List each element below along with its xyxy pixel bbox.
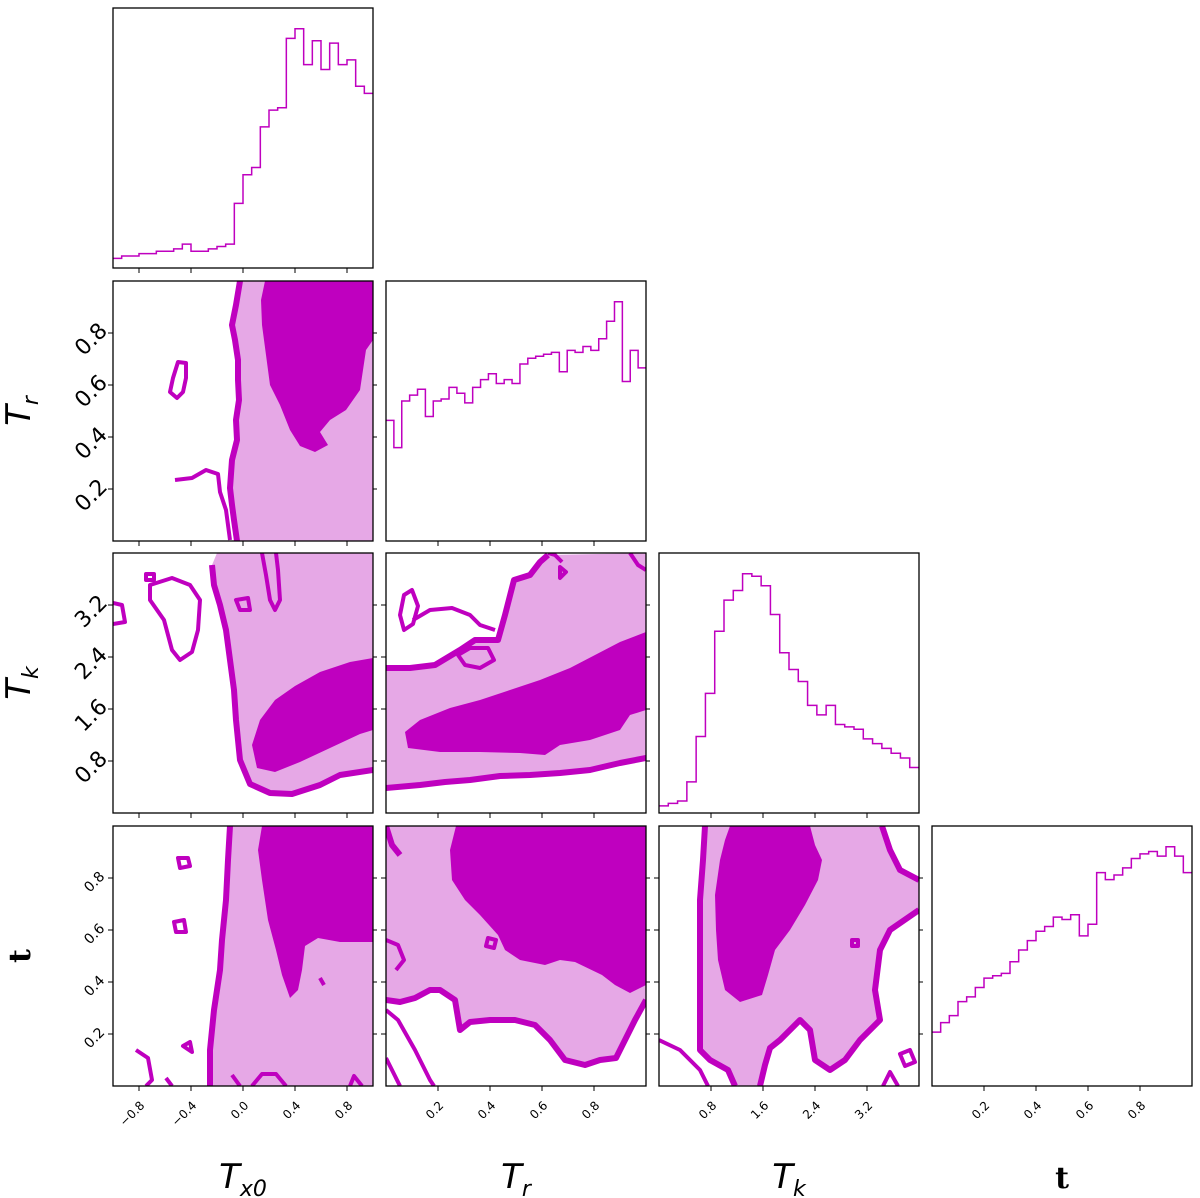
y-tick-label-Tk: 3.2 <box>70 591 112 633</box>
x-tick-label-Tr: 0.2 <box>423 1098 446 1121</box>
y-tick-label-Tk: 1.6 <box>70 695 112 737</box>
panel-frame-1-1 <box>385 280 647 542</box>
contour-panel-t-tr <box>386 826 646 1086</box>
panel-frame-3-1 <box>385 825 647 1087</box>
panel-frame-2-2 <box>658 552 920 814</box>
histogram-Tr <box>386 301 646 449</box>
y-axis-label-Tk: Tk <box>0 665 44 700</box>
y-tick-label-Tr: 0.2 <box>70 475 112 517</box>
x-tick-label-Tr: 0.4 <box>475 1098 498 1121</box>
histogram-Tx0 <box>113 28 373 260</box>
y-tick-label-Tr: 0.8 <box>70 319 112 361</box>
contour-inner-t-tx0 <box>258 826 373 998</box>
y-axis-label-t: t <box>3 949 38 963</box>
panel-frame-2-1 <box>385 552 647 814</box>
contour-inner-t-tk <box>715 826 822 1002</box>
contour-inner-tr-tx0 <box>261 281 373 452</box>
x-tick-label-Tr: 0.8 <box>579 1098 602 1121</box>
y-tick-label-Tk: 2.4 <box>70 643 112 685</box>
contour-panel-tr-tx0 <box>168 281 373 541</box>
x-tick-label-Tk: 2.4 <box>800 1098 823 1121</box>
y-tick-label-Tr: 0.6 <box>70 371 112 413</box>
x-tick-label-Tx0: −0.8 <box>117 1098 148 1129</box>
x-tick-label-t: 0.6 <box>1073 1098 1096 1121</box>
panel-frame-0-0 <box>112 7 374 269</box>
x-tick-label-Tk: 1.6 <box>748 1098 771 1121</box>
contour-panel-t-tk <box>659 826 919 1086</box>
contour-inner-t-tr <box>450 826 646 993</box>
x-tick-label-Tr: 0.6 <box>527 1098 550 1121</box>
panel-frame-3-3 <box>931 825 1193 1087</box>
histogram-t <box>932 846 1192 1033</box>
x-tick-label-Tx0: 0.0 <box>228 1098 251 1121</box>
x-tick-label-t: 0.2 <box>969 1098 992 1121</box>
histogram-Tk <box>659 573 919 807</box>
y-tick-label-t: 0.2 <box>81 1025 108 1052</box>
contour-panel-tk-tr <box>386 553 646 791</box>
x-tick-label-Tk: 0.8 <box>696 1098 719 1121</box>
x-tick-label-t: 0.8 <box>1125 1098 1148 1121</box>
x-axis-label-t: t <box>1055 1161 1069 1196</box>
y-tick-label-t: 0.4 <box>81 973 108 1000</box>
y-tick-label-t: 0.8 <box>81 869 108 896</box>
y-tick-label-Tr: 0.4 <box>70 423 112 465</box>
y-axis-label-Tr: Tr <box>0 394 44 426</box>
contour-inner-tk-tx0 <box>252 658 373 772</box>
x-tick-label-Tx0: −0.4 <box>169 1098 200 1129</box>
x-axis-label-Tr: Tr <box>501 1157 533 1198</box>
y-tick-label-t: 0.6 <box>81 921 108 948</box>
panel-frame-3-2 <box>658 825 920 1087</box>
y-tick-label-Tk: 0.8 <box>70 747 112 789</box>
x-tick-label-Tx0: 0.8 <box>332 1098 355 1121</box>
x-axis-label-Tk: Tk <box>772 1157 807 1198</box>
x-tick-label-Tk: 3.2 <box>852 1098 875 1121</box>
x-tick-label-Tx0: 0.4 <box>280 1098 303 1121</box>
contour-panel-t-tx0 <box>134 826 373 1086</box>
x-tick-label-t: 0.4 <box>1021 1098 1044 1121</box>
contour-inner-tk-tr <box>405 632 646 755</box>
contour-panel-tk-tx0 <box>113 553 373 797</box>
x-axis-label-Tx0: Tx0 <box>219 1157 267 1198</box>
